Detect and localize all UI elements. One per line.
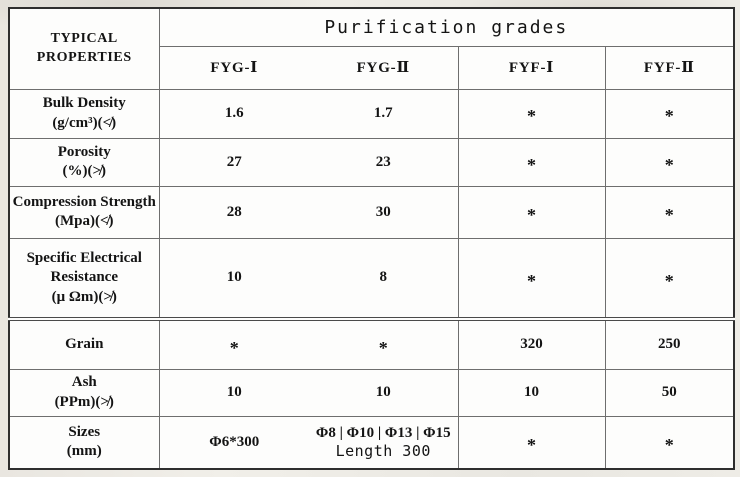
value-cell: *: [457, 237, 606, 320]
value-line: *: [664, 154, 674, 175]
group-header-row: TYPICAL PROPERTIES Purification grades: [8, 7, 735, 90]
value-cell: 250: [604, 317, 735, 370]
group-header-cell: Purification grades: [158, 7, 735, 47]
property-line: Sizes: [68, 423, 101, 440]
value-line: 10: [375, 384, 391, 401]
property-line: (Mpa)(≮): [54, 213, 114, 229]
value-cell: *: [604, 88, 735, 139]
value-line: 1.7: [373, 105, 393, 122]
value-line: *: [378, 337, 388, 358]
property-cell: Porosity (%)(≯): [8, 137, 160, 187]
value-line: *: [527, 154, 536, 175]
corner-header-cell: TYPICAL PROPERTIES: [8, 7, 160, 90]
value-cell: *: [457, 137, 606, 187]
value-cell: 10: [158, 368, 309, 417]
value-line: *: [664, 204, 674, 225]
value-cell: 1.7: [308, 88, 459, 139]
value-cell: Φ8 | Φ10 | Φ13 | Φ15 Length 300: [308, 415, 459, 470]
purification-grades-table: TYPICAL PROPERTIES Purification grades F…: [8, 7, 736, 470]
property-line: Compression Strength: [12, 193, 156, 210]
corner-header-line1: TYPICAL: [50, 30, 118, 46]
property-line: (g/cm³)(≮): [52, 114, 117, 131]
table-row: Compression Strength (Mpa)(≮) 28 30 * *: [8, 185, 735, 239]
property-line: (%)(≯): [62, 163, 107, 179]
table-row: Ash (PPm)(≯) 10 10 10 50: [8, 368, 735, 417]
table-body: Bulk Density (g/cm³)(≮) 1.6 1.7 * * Porosity (%…: [8, 88, 735, 470]
value-line: *: [527, 435, 536, 455]
corner-header-line2: PROPERTIES: [36, 49, 132, 65]
value-line: *: [527, 106, 536, 127]
value-line: *: [527, 270, 536, 291]
value-cell: 10: [158, 237, 309, 320]
value-cell: *: [604, 137, 735, 187]
value-cell: *: [308, 317, 459, 370]
value-line: *: [527, 204, 536, 225]
value-cell: 28: [158, 185, 309, 239]
value-cell: 10: [308, 368, 459, 417]
table-row: Grain * * 320 250: [8, 317, 735, 370]
column-header-fyf2: FYF-Ⅱ: [604, 45, 735, 90]
value-line: 10: [226, 269, 242, 286]
property-cell: Ash (PPm)(≯): [8, 368, 160, 417]
property-line: Grain: [65, 336, 104, 352]
value-cell: 10: [457, 368, 606, 417]
value-line: 10: [226, 384, 242, 401]
value-line: *: [664, 270, 674, 291]
value-cell: 1.6: [158, 88, 309, 139]
value-line: 30: [375, 203, 391, 220]
property-line: Ash: [71, 374, 97, 390]
value-cell: *: [604, 415, 735, 470]
property-line: (mm): [66, 443, 102, 460]
property-line: (PPm)(≯): [54, 393, 114, 410]
property-line: Bulk Density: [42, 95, 126, 111]
value-line: 50: [661, 384, 677, 401]
table-row: Porosity (%)(≯) 27 23 * *: [8, 137, 735, 187]
column-header-fyg1: FYG-Ⅰ: [158, 45, 309, 90]
value-line: 8: [379, 269, 388, 286]
column-header-fyf1: FYF-Ⅰ: [457, 45, 606, 90]
value-line: Φ8 | Φ10 | Φ13 | Φ15: [315, 424, 451, 441]
property-cell: Compression Strength (Mpa)(≮): [8, 185, 160, 239]
table-row: Sizes (mm) Φ6*300 Φ8 | Φ10 | Φ13 | Φ15 Lengt…: [8, 415, 735, 470]
value-line: 28: [226, 203, 242, 220]
property-cell: Specific Electrical Resistance (μ Ωm)(≯): [8, 237, 160, 320]
value-line: Length 300: [335, 442, 431, 461]
value-cell: *: [604, 185, 735, 239]
value-line: 10: [524, 384, 539, 401]
value-line: *: [229, 337, 239, 358]
value-line: 250: [658, 336, 681, 353]
table-row: Bulk Density (g/cm³)(≮) 1.6 1.7 * *: [8, 88, 735, 139]
property-line: Resistance: [50, 269, 119, 285]
property-line: (μ Ωm)(≯): [51, 288, 117, 305]
value-cell: 50: [604, 368, 735, 417]
value-line: 27: [226, 153, 242, 170]
value-cell: *: [457, 88, 606, 139]
property-line: Porosity: [57, 143, 111, 160]
value-line: 1.6: [224, 105, 244, 122]
value-line: 23: [375, 153, 391, 170]
value-line: Φ6*300: [209, 433, 260, 450]
value-cell: 30: [308, 185, 459, 239]
column-header-fyg2: FYG-Ⅱ: [308, 45, 459, 90]
value-cell: *: [457, 185, 606, 239]
value-cell: 23: [308, 137, 459, 187]
value-line: *: [664, 106, 674, 127]
property-cell: Grain: [8, 317, 160, 370]
value-cell: 27: [158, 137, 309, 187]
value-cell: 320: [457, 317, 606, 370]
value-line: *: [664, 435, 674, 455]
table-row: Specific Electrical Resistance (μ Ωm)(≯) 10…: [8, 237, 735, 320]
value-cell: *: [457, 415, 606, 470]
value-cell: 8: [308, 237, 459, 320]
property-cell: Bulk Density (g/cm³)(≮): [8, 88, 160, 139]
value-cell: *: [158, 317, 309, 370]
value-cell: *: [604, 237, 735, 320]
property-line: Specific Electrical: [26, 249, 142, 266]
value-cell: Φ6*300: [158, 415, 309, 470]
value-line: 320: [520, 336, 543, 353]
property-cell: Sizes (mm): [8, 415, 160, 470]
